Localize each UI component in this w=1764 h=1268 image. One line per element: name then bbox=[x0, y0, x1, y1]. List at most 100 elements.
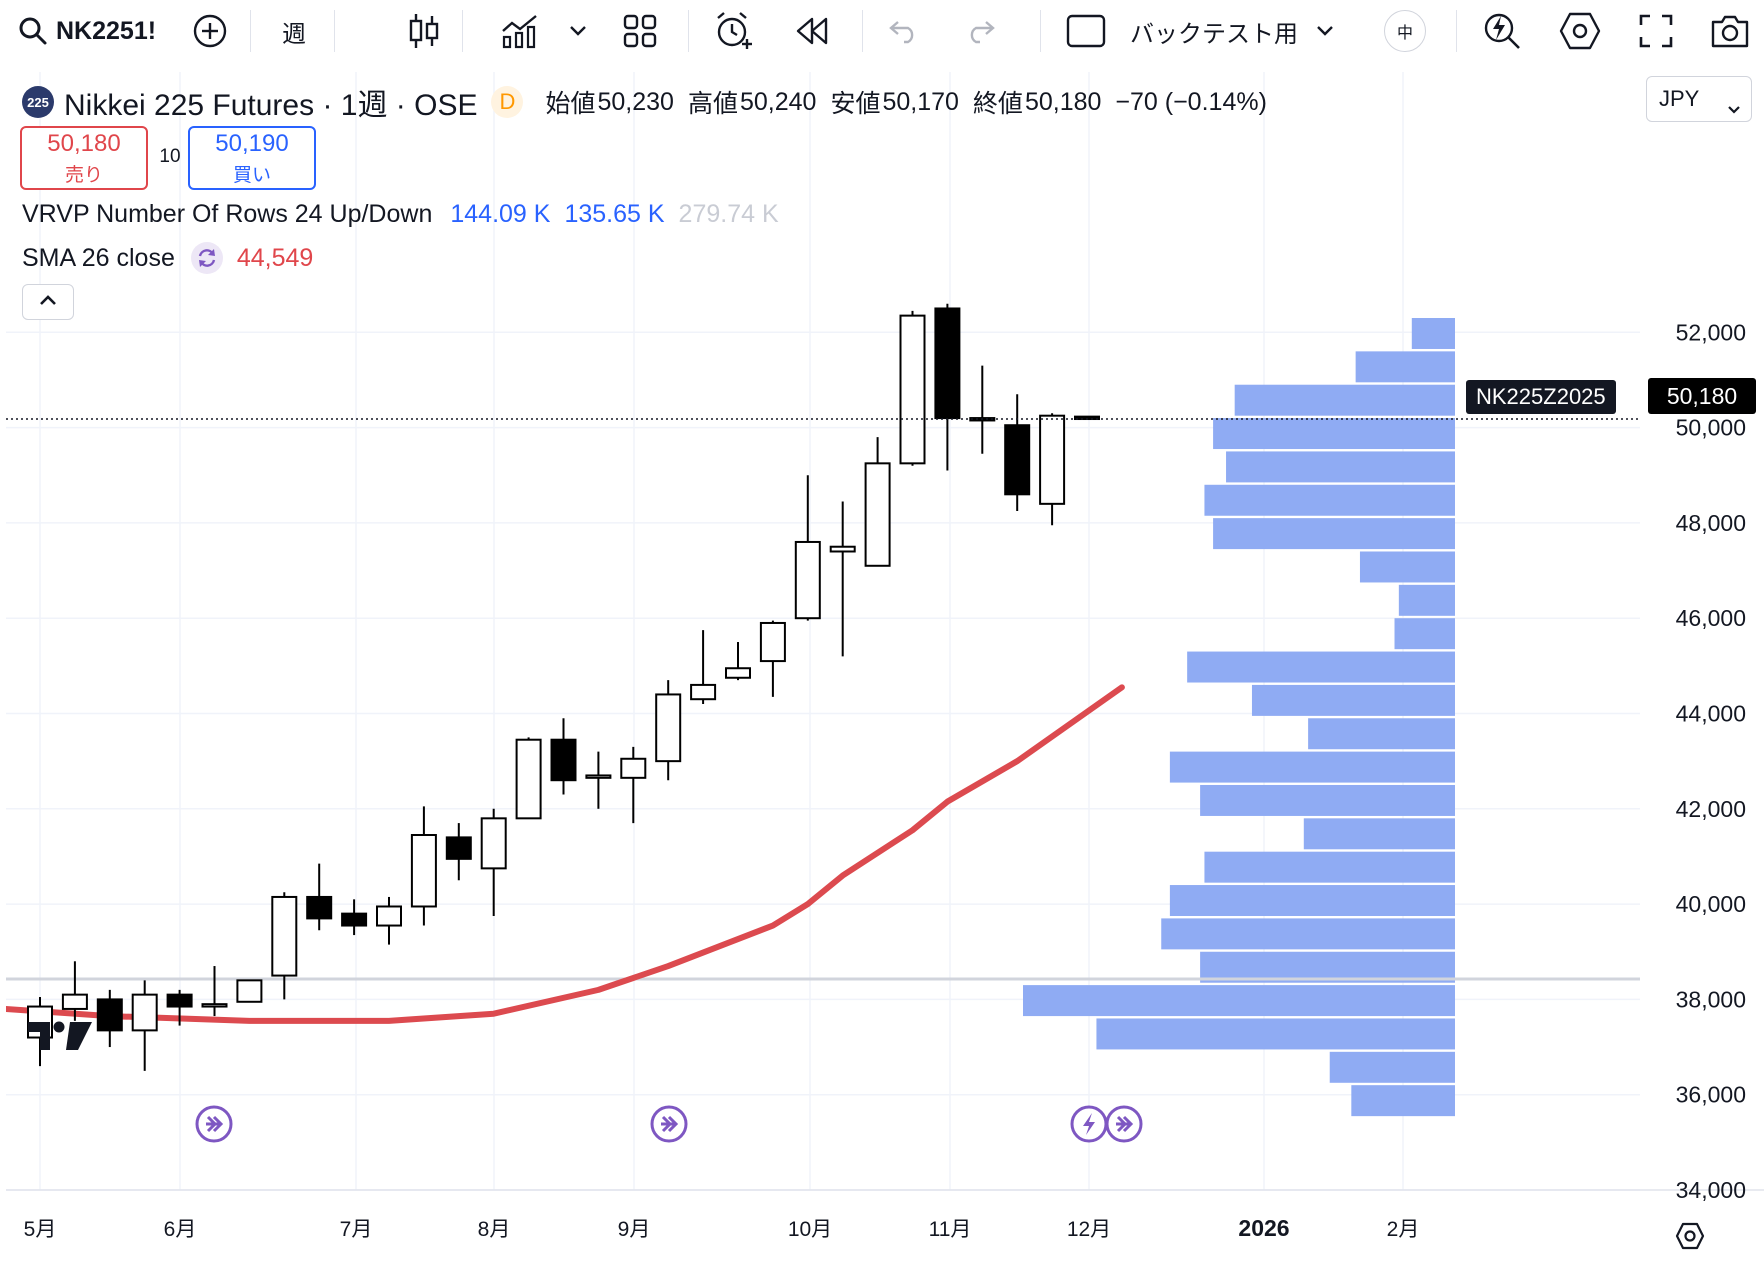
toolbar-divider bbox=[334, 10, 335, 52]
price-axis-label: 40,000 bbox=[1676, 891, 1746, 917]
vrvp-up-value: 144.09 K bbox=[450, 200, 551, 228]
volume-profile-bar bbox=[1394, 618, 1455, 650]
candle-body bbox=[655, 693, 682, 763]
chart-type-button[interactable] bbox=[404, 10, 444, 52]
search-icon bbox=[18, 16, 48, 46]
volume-profile-bar bbox=[1351, 1085, 1455, 1117]
chevron-down-icon bbox=[1727, 95, 1741, 121]
candle-body bbox=[61, 993, 88, 1010]
candle-body bbox=[899, 314, 926, 465]
sell-button[interactable]: 50,180 売り bbox=[20, 126, 148, 190]
layout-button[interactable] bbox=[620, 10, 660, 52]
open-value: 50,230 bbox=[597, 87, 674, 116]
last-price-tag: 50,180 bbox=[1648, 378, 1756, 414]
delayed-badge[interactable]: D bbox=[491, 86, 524, 118]
candle bbox=[1039, 413, 1066, 526]
buy-price: 50,190 bbox=[215, 129, 289, 157]
mode-badge[interactable]: 中 bbox=[1384, 10, 1426, 52]
candle bbox=[759, 620, 786, 697]
change-value: −70 (−0.14%) bbox=[1115, 87, 1267, 116]
volume-profile-bar bbox=[1204, 484, 1455, 516]
toolbar-divider bbox=[862, 10, 863, 52]
indicators-button[interactable] bbox=[496, 10, 544, 52]
volume-profile-bar bbox=[1398, 584, 1455, 616]
toolbar-divider bbox=[250, 10, 251, 52]
candle bbox=[480, 808, 507, 917]
sma-legend[interactable]: SMA 26 close 44,549 bbox=[22, 242, 313, 274]
volume-profile-bar bbox=[1355, 351, 1455, 383]
alert-button[interactable] bbox=[712, 10, 756, 52]
price-axis-label: 52,000 bbox=[1676, 319, 1746, 345]
candle-body bbox=[585, 774, 612, 779]
price-axis-label: 38,000 bbox=[1676, 986, 1746, 1012]
symbol-search[interactable]: NK2251! bbox=[18, 10, 160, 52]
candle-body bbox=[690, 683, 717, 701]
close-label: 終値 bbox=[972, 90, 1023, 118]
currency-label: JPY bbox=[1659, 86, 1700, 111]
candle-body bbox=[515, 738, 542, 820]
candle bbox=[899, 310, 926, 466]
candle bbox=[131, 980, 158, 1071]
volume-profile-bar bbox=[1303, 818, 1455, 850]
candle bbox=[61, 961, 88, 1021]
candle-body bbox=[445, 836, 472, 860]
indicators-dropdown[interactable] bbox=[566, 10, 590, 52]
backtest-button[interactable]: バックテスト用 bbox=[1066, 10, 1334, 52]
candle bbox=[236, 979, 263, 1003]
chart-pane[interactable]: 34,000 36,000 38,000 40,000 42,000 44,000 46,0… bbox=[6, 72, 1764, 1268]
price-axis-label: 48,000 bbox=[1676, 510, 1746, 536]
symbol-title[interactable]: Nikkei 225 Futures · 1週 · OSE bbox=[64, 89, 478, 122]
time-axis-label: 10月 bbox=[788, 1218, 832, 1241]
volume-profile bbox=[1023, 318, 1455, 1117]
volume-profile-bar bbox=[1161, 918, 1455, 950]
sma-name: SMA 26 close bbox=[22, 243, 175, 272]
candle bbox=[829, 501, 856, 657]
candle bbox=[620, 746, 647, 824]
event-markers bbox=[195, 1105, 1143, 1143]
gear-icon bbox=[1675, 1222, 1705, 1255]
currency-selector[interactable]: JPY bbox=[1646, 76, 1752, 122]
earnings-event-icon[interactable] bbox=[1070, 1105, 1108, 1143]
settings-button[interactable] bbox=[1558, 10, 1602, 52]
fullscreen-button[interactable] bbox=[1636, 10, 1676, 52]
interval-button[interactable]: 週 bbox=[282, 20, 306, 48]
candle-body bbox=[236, 979, 263, 1003]
redo-button[interactable] bbox=[960, 10, 1000, 52]
vrvp-down-value: 135.65 K bbox=[564, 200, 665, 228]
open-label: 始値 bbox=[545, 90, 596, 118]
candle-body bbox=[864, 462, 891, 567]
dividend-event-icon[interactable] bbox=[1105, 1105, 1143, 1143]
sell-price: 50,180 bbox=[47, 129, 121, 157]
candle-body bbox=[410, 834, 437, 908]
dividend-event-icon[interactable] bbox=[195, 1105, 233, 1143]
vrvp-legend[interactable]: VRVP Number Of Rows 24 Up/Down 144.09 K … bbox=[22, 200, 779, 229]
high-value: 50,240 bbox=[739, 87, 817, 116]
symbol-label: NK2251! bbox=[56, 16, 157, 45]
undo-button[interactable] bbox=[884, 10, 924, 52]
candle-body bbox=[341, 912, 368, 927]
toolbar-divider bbox=[688, 10, 689, 52]
refresh-icon[interactable] bbox=[190, 242, 223, 274]
volume-profile-bar bbox=[1234, 384, 1455, 416]
compare-button[interactable] bbox=[190, 10, 230, 52]
chevron-down-icon bbox=[569, 25, 587, 37]
quick-search-button[interactable] bbox=[1480, 10, 1524, 52]
candle-body bbox=[271, 895, 298, 977]
time-axis-settings-button[interactable] bbox=[1672, 1220, 1708, 1256]
snapshot-button[interactable] bbox=[1708, 10, 1752, 52]
fullscreen-icon bbox=[1639, 14, 1673, 48]
time-axis-label: 2月 bbox=[1387, 1218, 1420, 1241]
collapse-legend-button[interactable] bbox=[22, 284, 74, 320]
tradingview-logo[interactable] bbox=[28, 1020, 92, 1057]
toolbar-divider bbox=[1456, 10, 1457, 52]
chevron-down-icon bbox=[1316, 25, 1334, 37]
sma-value: 44,549 bbox=[236, 243, 314, 272]
buy-button[interactable]: 50,190 買い bbox=[188, 126, 316, 190]
symbol-legend: 225 Nikkei 225 Futures · 1週 · OSE D 始値 5… bbox=[22, 80, 1281, 124]
close-value: 50,180 bbox=[1024, 87, 1102, 116]
replay-button[interactable] bbox=[790, 10, 834, 52]
price-chart[interactable]: 34,000 36,000 38,000 40,000 42,000 44,000 46,0… bbox=[6, 72, 1764, 1268]
buy-label: 買い bbox=[232, 164, 271, 186]
redo-icon bbox=[964, 18, 996, 44]
dividend-event-icon[interactable] bbox=[650, 1105, 688, 1143]
